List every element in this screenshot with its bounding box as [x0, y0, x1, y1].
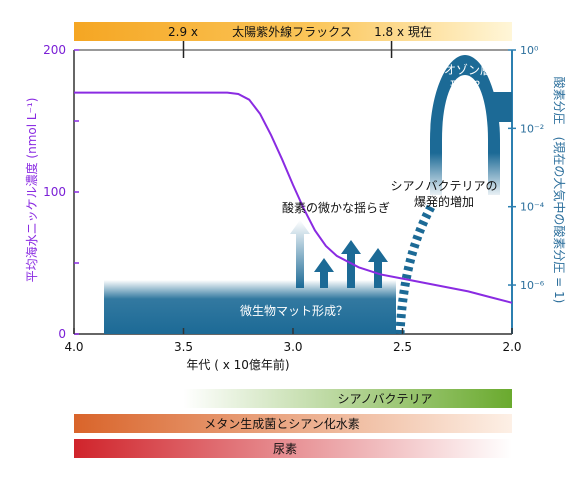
right-tick-label: 10⁰ — [520, 44, 539, 57]
annotation-ozone-2: 形成？ — [450, 79, 486, 93]
oxygen-fluctuation-arrows — [290, 220, 388, 288]
annotation-cyanobacteria-bloom-2: 爆発的増加 — [414, 194, 474, 209]
ozone-arch — [430, 55, 500, 195]
x-tick-label: 2.5 — [393, 340, 412, 354]
right-tick-label: 10⁻⁴ — [520, 201, 545, 214]
right-axis-title: 酸素分圧 (現在の大気中の酸素分圧 = 1) — [552, 77, 567, 304]
left-tick-label: 100 — [43, 185, 66, 199]
fluctuation-arrow-2 — [314, 258, 334, 288]
right-axis-ticks: 10⁰ 10⁻² 10⁻⁴ 10⁻⁶ — [508, 44, 545, 292]
annotation-cyanobacteria-bloom-1: シアノバクテリアの — [391, 179, 498, 193]
annotations: 微生物マット形成？ 酸素の微かな揺らぎ シアノバクテリアの 爆発的増加 オゾン層… — [240, 63, 497, 318]
fluctuation-arrow-4 — [368, 248, 388, 288]
nickel-concentration-line — [74, 91, 513, 304]
left-tick-label: 200 — [43, 43, 66, 57]
annotation-ozone-1: オゾン層 — [444, 63, 492, 77]
left-axis-title: 平均海水ニッケル濃度 (nmol L⁻¹) — [24, 98, 39, 283]
ozone-plateau — [488, 92, 512, 122]
right-tick-label: 10⁻⁶ — [520, 279, 545, 292]
timeline-label-urea: 尿素 — [273, 442, 297, 456]
x-tick-label: 4.0 — [64, 340, 83, 354]
x-axis-title: 年代 ( x 10億年前) — [186, 357, 289, 372]
microbial-mat-region — [104, 280, 396, 334]
x-tick-label: 2.0 — [502, 340, 521, 354]
x-axis-ticks: 4.0 3.5 3.0 2.5 2.0 — [64, 328, 522, 354]
solar-uv-label: 太陽紫外線フラックス — [232, 24, 352, 39]
annotation-microbial-mat: 微生物マット形成？ — [240, 304, 348, 318]
timeline-label-methanogens: メタン生成菌とシアン化水素 — [204, 417, 360, 431]
timeline-bar-methanogens — [74, 414, 512, 433]
timeline-bar-urea — [74, 439, 512, 458]
timeline-bars: シアノバクテリア メタン生成菌とシアン化水素 尿素 — [74, 389, 512, 458]
cyanobacteria-rise-dashed — [395, 202, 436, 335]
x-tick-label: 3.5 — [174, 340, 193, 354]
solar-uv-bar-fill — [74, 22, 512, 41]
annotation-oxygen-fluctuation: 酸素の微かな揺らぎ — [282, 200, 390, 215]
left-tick-label: 0 — [58, 327, 66, 341]
right-tick-label: 10⁻² — [520, 122, 544, 135]
left-axis-ticks: 0 100 200 — [43, 43, 79, 341]
x-tick-label: 3.0 — [283, 340, 302, 354]
solar-uv-mark-2: 1.8 x 現在 — [374, 25, 432, 39]
timeline-bar-cyanobacteria — [183, 389, 512, 408]
fluctuation-arrow-1 — [290, 220, 310, 288]
oxygen-illustrations — [104, 55, 512, 335]
solar-uv-mark-1: 2.9 x — [168, 25, 198, 39]
solar-uv-bar: 太陽紫外線フラックス 2.9 x 1.8 x 現在 — [74, 22, 512, 58]
timeline-label-cyanobacteria: シアノバクテリア — [338, 392, 433, 406]
